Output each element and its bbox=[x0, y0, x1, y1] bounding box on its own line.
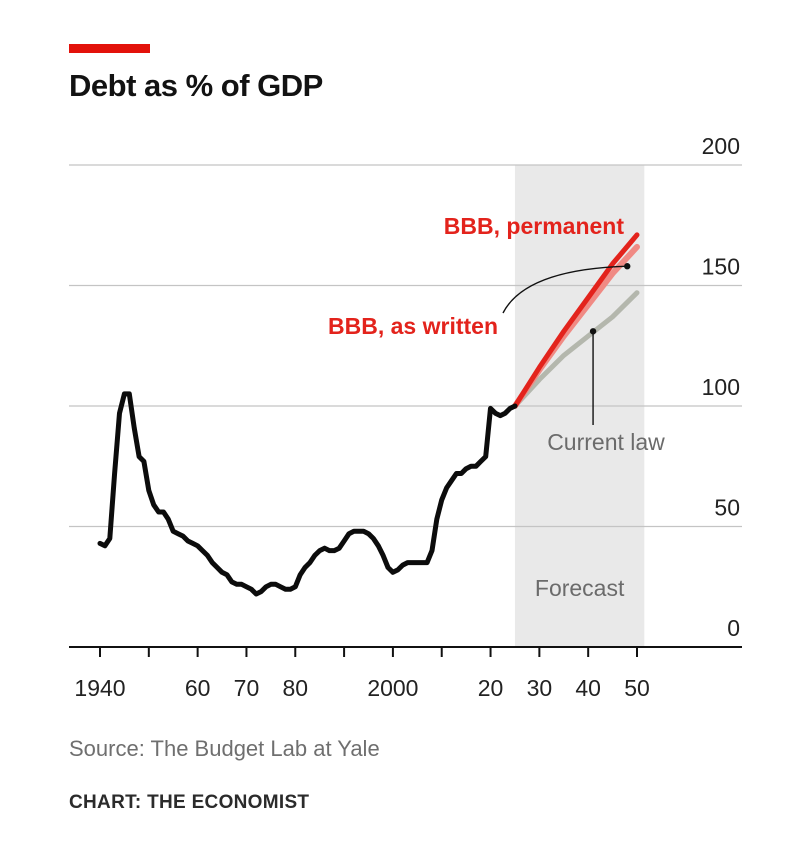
x-tick-label-1980: 80 bbox=[282, 675, 308, 701]
label-bbb-as-written: BBB, as written bbox=[328, 313, 498, 339]
x-tick-label-2000: 2000 bbox=[367, 675, 418, 701]
y-tick-label-0: 0 bbox=[727, 615, 740, 641]
leader-line-as-written bbox=[502, 265, 628, 314]
x-tick-label-2020: 20 bbox=[478, 675, 504, 701]
x-tick-label-1940: 1940 bbox=[74, 675, 125, 701]
x-tick-label-1970: 70 bbox=[234, 675, 260, 701]
x-tick-label-2030: 30 bbox=[527, 675, 553, 701]
series-line-current-law bbox=[512, 290, 640, 409]
y-tick-label-200: 200 bbox=[702, 133, 740, 159]
series-line-permanent bbox=[512, 232, 640, 409]
brand-accent-bar bbox=[69, 44, 150, 53]
label-bbb-permanent: BBB, permanent bbox=[444, 213, 625, 239]
leader-dot-as-written bbox=[624, 263, 631, 270]
y-tick-label-50: 50 bbox=[714, 495, 740, 521]
series-line-history bbox=[97, 391, 518, 597]
x-tick-label-2040: 40 bbox=[575, 675, 601, 701]
x-tick-label-1960: 60 bbox=[185, 675, 211, 701]
y-tick-label-150: 150 bbox=[702, 254, 740, 280]
chart-credit: CHART: THE ECONOMIST bbox=[69, 792, 310, 813]
y-tick-label-100: 100 bbox=[702, 374, 740, 400]
chart-title: Debt as % of GDP bbox=[69, 68, 323, 103]
label-current-law: Current law bbox=[547, 429, 665, 455]
x-tick-label-2050: 50 bbox=[624, 675, 650, 701]
forecast-label: Forecast bbox=[535, 575, 625, 601]
source-note: Source: The Budget Lab at Yale bbox=[69, 736, 380, 761]
leader-dot-current-law bbox=[589, 328, 597, 335]
